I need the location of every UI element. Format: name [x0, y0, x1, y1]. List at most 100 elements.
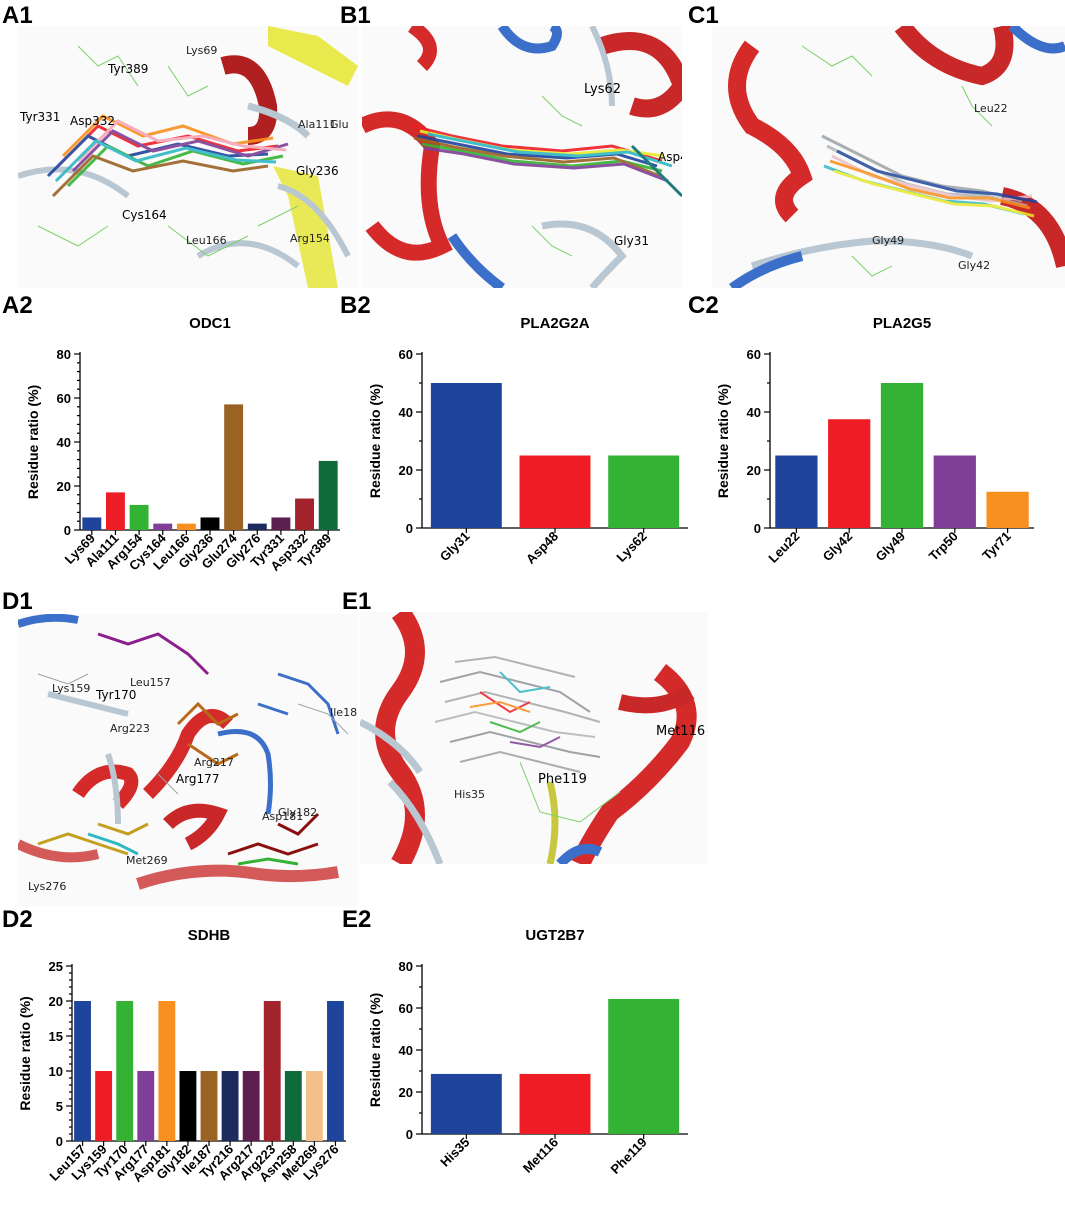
- y-axis-label: Residue ratio (%): [367, 993, 383, 1107]
- residue-label: Arg217: [194, 756, 234, 769]
- residue-label: Cys164: [122, 208, 167, 222]
- docking-render-b1: [362, 26, 682, 288]
- chart-title: SDHB: [188, 927, 231, 944]
- panel-label-c2: C2: [688, 292, 719, 319]
- residue-label: Asp48: [658, 150, 682, 164]
- y-tick-label: 0: [406, 1127, 413, 1142]
- y-tick-label: 25: [49, 959, 63, 974]
- bar: [519, 455, 591, 528]
- bar: [176, 523, 196, 530]
- docking-render-e1: [360, 612, 697, 864]
- y-tick-label: 0: [406, 521, 413, 536]
- residue-label: Asp181: [262, 810, 304, 823]
- panel-label-a1: A1: [2, 2, 33, 29]
- y-tick-label: 40: [399, 1043, 413, 1058]
- structure-image-c1: Leu22 Gly49 Gly42: [712, 26, 1065, 288]
- y-tick-label: 40: [57, 435, 71, 450]
- bar: [153, 523, 173, 530]
- x-tick-label: Tyr71: [979, 529, 1013, 563]
- bar: [116, 1001, 134, 1141]
- bar: [158, 1001, 176, 1141]
- residue-label: Lys62: [584, 82, 622, 97]
- bar: [828, 419, 871, 528]
- residue-label: Glu: [330, 118, 349, 131]
- residue-label: Leu22: [974, 102, 1008, 115]
- y-tick-label: 20: [747, 463, 761, 478]
- docking-render-a1: [18, 26, 358, 288]
- y-axis-label: Residue ratio (%): [367, 384, 383, 498]
- chart-pla2g2a: PLA2G2A Residue ratio (%) 0 20 40 60 Gly31 Asp4…: [367, 315, 688, 567]
- bar: [318, 460, 338, 530]
- panel-label-e1: E1: [342, 588, 372, 615]
- y-axis-label: Residue ratio (%): [17, 996, 33, 1110]
- bar: [200, 1071, 218, 1141]
- structure-image-e1: Met116 Phe119 His35: [360, 612, 708, 864]
- bar: [284, 1071, 302, 1141]
- bar: [137, 1071, 155, 1141]
- chart-ugt2b7: UGT2B7 Residue ratio (%) 0 20 40 60 80 His35 Met…: [367, 927, 688, 1177]
- y-tick-label: 15: [49, 1029, 63, 1044]
- y-tick-label: 20: [57, 479, 71, 494]
- bar: [933, 455, 976, 528]
- bar: [880, 383, 924, 528]
- residue-label: Phe119: [538, 772, 587, 787]
- x-tick-label: His35: [437, 1135, 472, 1170]
- residue-label: Gly42: [958, 259, 991, 272]
- residue-label: Tyr331: [20, 110, 61, 124]
- x-tick-label: Met116: [520, 1135, 561, 1176]
- panel-label-b2: B2: [340, 292, 371, 319]
- bar: [986, 491, 1029, 528]
- bar: [305, 1071, 323, 1141]
- bar: [179, 1071, 197, 1141]
- residue-label: Met269: [126, 854, 168, 867]
- bar: [95, 1071, 113, 1141]
- bar: [519, 1073, 591, 1134]
- residue-label: Ala111: [298, 118, 337, 131]
- bar: [430, 383, 502, 528]
- residue-label: Lys159: [52, 682, 91, 695]
- residue-label: Tyr389: [108, 62, 149, 76]
- y-tick-label: 10: [49, 1064, 63, 1079]
- bar: [775, 455, 818, 528]
- panel-label-d1: D1: [2, 588, 33, 615]
- residue-label: Met116: [656, 724, 706, 739]
- bar: [242, 1071, 260, 1141]
- bar: [263, 1001, 281, 1141]
- y-tick-label: 40: [747, 405, 761, 420]
- chart-title: PLA2G5: [873, 315, 931, 332]
- chart-title: UGT2B7: [525, 927, 584, 944]
- residue-label: Gly31: [614, 234, 650, 248]
- x-tick-label: Gly49: [872, 529, 908, 565]
- y-tick-label: 40: [399, 405, 413, 420]
- chart-title: PLA2G2A: [520, 315, 589, 332]
- x-tick-label: Lys62: [613, 529, 649, 565]
- x-tick-label: Leu22: [765, 529, 802, 566]
- y-tick-label: 60: [399, 347, 413, 362]
- x-tick-label: Gly42: [820, 529, 856, 565]
- residue-label: Lys276: [28, 880, 67, 893]
- bar: [129, 504, 149, 530]
- residue-label: Lys69: [186, 44, 218, 57]
- bar: [295, 498, 314, 530]
- panel-label-d2: D2: [2, 906, 33, 933]
- residue-label: Asp332: [70, 114, 115, 128]
- bar: [430, 1073, 502, 1134]
- x-tick-label: Gly31: [437, 529, 473, 565]
- bar: [247, 523, 267, 530]
- structure-image-b1: Lys62 Asp48 Gly31: [362, 26, 682, 288]
- bar: [327, 1001, 344, 1141]
- bar: [106, 492, 125, 530]
- y-tick-label: 80: [57, 347, 71, 362]
- panel-label-c1: C1: [688, 2, 719, 29]
- bar: [608, 998, 680, 1134]
- x-tick-label: Asp48: [523, 529, 561, 567]
- residue-label: Leu157: [130, 676, 171, 689]
- y-tick-label: 20: [399, 463, 413, 478]
- bar: [200, 517, 220, 530]
- y-tick-label: 0: [56, 1134, 63, 1149]
- y-tick-label: 60: [747, 347, 761, 362]
- chart-title: ODC1: [189, 315, 231, 332]
- chart-pla2g5: PLA2G5 Residue ratio (%) 0 20 40 60 Leu22 Gly42…: [715, 315, 1034, 566]
